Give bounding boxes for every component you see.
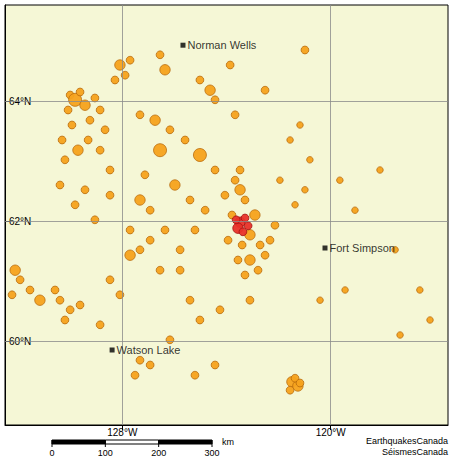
svg-text:0: 0: [49, 448, 54, 458]
svg-text:Fort Simpson: Fort Simpson: [330, 242, 395, 254]
svg-text:Norman Wells: Norman Wells: [187, 39, 256, 51]
svg-text:128°W: 128°W: [107, 427, 138, 438]
svg-text:300: 300: [204, 448, 219, 458]
svg-text:62°N: 62°N: [9, 216, 31, 227]
svg-text:EarthquakesCanada: EarthquakesCanada: [366, 436, 448, 446]
svg-text:km: km: [222, 437, 234, 447]
svg-text:SéismesCanada: SéismesCanada: [382, 447, 448, 457]
svg-text:120°W: 120°W: [316, 427, 347, 438]
svg-text:200: 200: [151, 448, 166, 458]
svg-text:64°N: 64°N: [9, 96, 31, 107]
svg-text:100: 100: [98, 448, 113, 458]
svg-text:Watson Lake: Watson Lake: [117, 344, 181, 356]
svg-text:60°N: 60°N: [9, 336, 31, 347]
